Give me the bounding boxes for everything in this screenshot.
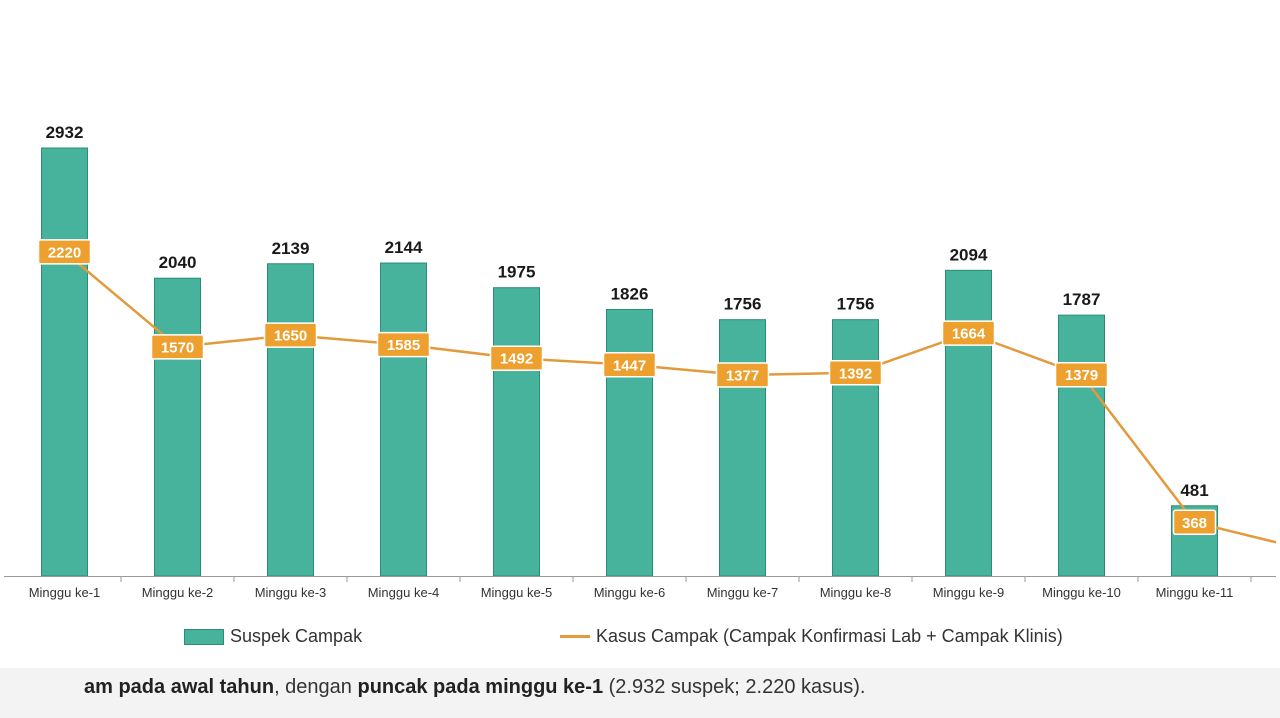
line-value-box-11 <box>1172 509 1217 536</box>
x-tick-label-9: Minggu ke-9 <box>933 585 1005 600</box>
x-tick-label-5: Minggu ke-5 <box>481 585 553 600</box>
line-value-label-4: 1585 <box>387 337 420 354</box>
bar-value-label-10: 1787 <box>1063 290 1101 309</box>
legend-item-kasus: Kasus Campak (Campak Konfirmasi Lab + Ca… <box>560 626 1063 647</box>
line-value-label-5: 1492 <box>500 351 533 368</box>
bar-value-label-8: 1756 <box>837 295 875 314</box>
line-value-box-7 <box>715 362 770 388</box>
caption-bold-1: am pada awal tahun <box>84 676 275 698</box>
chart-area: Minggu ke-1 Minggu ke-2 Minggu ke-3 Minggu … <box>4 123 1277 600</box>
bar-8 <box>832 319 879 577</box>
line-value-box-9 <box>941 320 996 346</box>
bar-1 <box>41 147 88 577</box>
line-value-box-3 <box>263 322 318 348</box>
x-tick-label-1: Minggu ke-1 <box>29 585 101 600</box>
line-value-box-6 <box>602 352 657 378</box>
caption-normal-2: (2.932 suspek; 2.220 kasus). <box>603 676 866 698</box>
line-value-label-7: 1377 <box>726 367 759 384</box>
labels-layer: 2932 2040 2139 2144 1975 1826 1756 1756 2094 1787… <box>37 123 1217 536</box>
bar-10 <box>1058 314 1105 577</box>
legend-label-suspek: Suspek Campak <box>230 626 363 646</box>
bar-value-label-3: 2139 <box>272 239 310 258</box>
line-value-label-11: 368 <box>1182 515 1207 532</box>
x-tick-label-3: Minggu ke-3 <box>255 585 327 600</box>
bar-value-label-9: 2094 <box>950 245 988 264</box>
bar-value-label-1: 2932 <box>46 123 84 142</box>
bar-value-label-6: 1826 <box>611 284 649 303</box>
line-value-box-2 <box>150 334 205 360</box>
x-tick-label-2: Minggu ke-2 <box>142 585 214 600</box>
legend-swatch-bar <box>184 628 224 645</box>
bar-value-label-5: 1975 <box>498 263 536 282</box>
line-value-label-3: 1650 <box>274 328 307 345</box>
x-axis: Minggu ke-1 Minggu ke-2 Minggu ke-3 Minggu … <box>4 576 1276 600</box>
line-value-label-10: 1379 <box>1065 367 1098 384</box>
caption-text: am pada awal tahun, dengan puncak pada m… <box>84 676 865 699</box>
line-value-label-6: 1447 <box>613 357 646 374</box>
x-tick-label-10: Minggu ke-10 <box>1042 585 1121 600</box>
line-value-box-4 <box>376 331 431 358</box>
line-value-box-8 <box>828 360 883 386</box>
caption-normal-1: , dengan <box>274 676 358 698</box>
line-value-label-1: 2220 <box>48 244 81 261</box>
bar-7 <box>719 319 766 577</box>
bar-value-label-11: 481 <box>1180 481 1208 500</box>
bar-5 <box>493 287 540 577</box>
x-tick-label-6: Minggu ke-6 <box>594 585 666 600</box>
legend-label-kasus: Kasus Campak (Campak Konfirmasi Lab + Ca… <box>596 626 1063 646</box>
x-tick-label-7: Minggu ke-7 <box>707 585 779 600</box>
legend: Suspek Campak Kasus Campak (Campak Konfi… <box>0 626 1280 654</box>
bar-4 <box>380 262 427 577</box>
legend-swatch-line <box>560 635 590 638</box>
line-value-label-2: 1570 <box>161 339 194 356</box>
line-value-label-9: 1664 <box>952 326 986 343</box>
line-value-box-10 <box>1054 361 1109 388</box>
bar-value-label-4: 2144 <box>385 238 423 257</box>
line-value-box-1 <box>37 239 92 265</box>
caption-band <box>0 668 1280 718</box>
line-value-box-5 <box>489 345 544 371</box>
bar-3 <box>267 263 314 577</box>
bar-value-label-7: 1756 <box>724 295 762 314</box>
bar-2 <box>154 277 201 577</box>
bar-9 <box>945 269 992 577</box>
bar-value-label-2: 2040 <box>159 253 197 272</box>
x-tick-label-8: Minggu ke-8 <box>820 585 892 600</box>
legend-item-suspek: Suspek Campak <box>184 626 362 647</box>
x-tick-label-4: Minggu ke-4 <box>368 585 440 600</box>
caption-bold-2: puncak pada minggu ke-1 <box>357 676 604 698</box>
line-value-label-8: 1392 <box>839 365 872 382</box>
bar-6 <box>606 308 653 577</box>
x-tick-label-11: Minggu ke-11 <box>1156 585 1234 600</box>
